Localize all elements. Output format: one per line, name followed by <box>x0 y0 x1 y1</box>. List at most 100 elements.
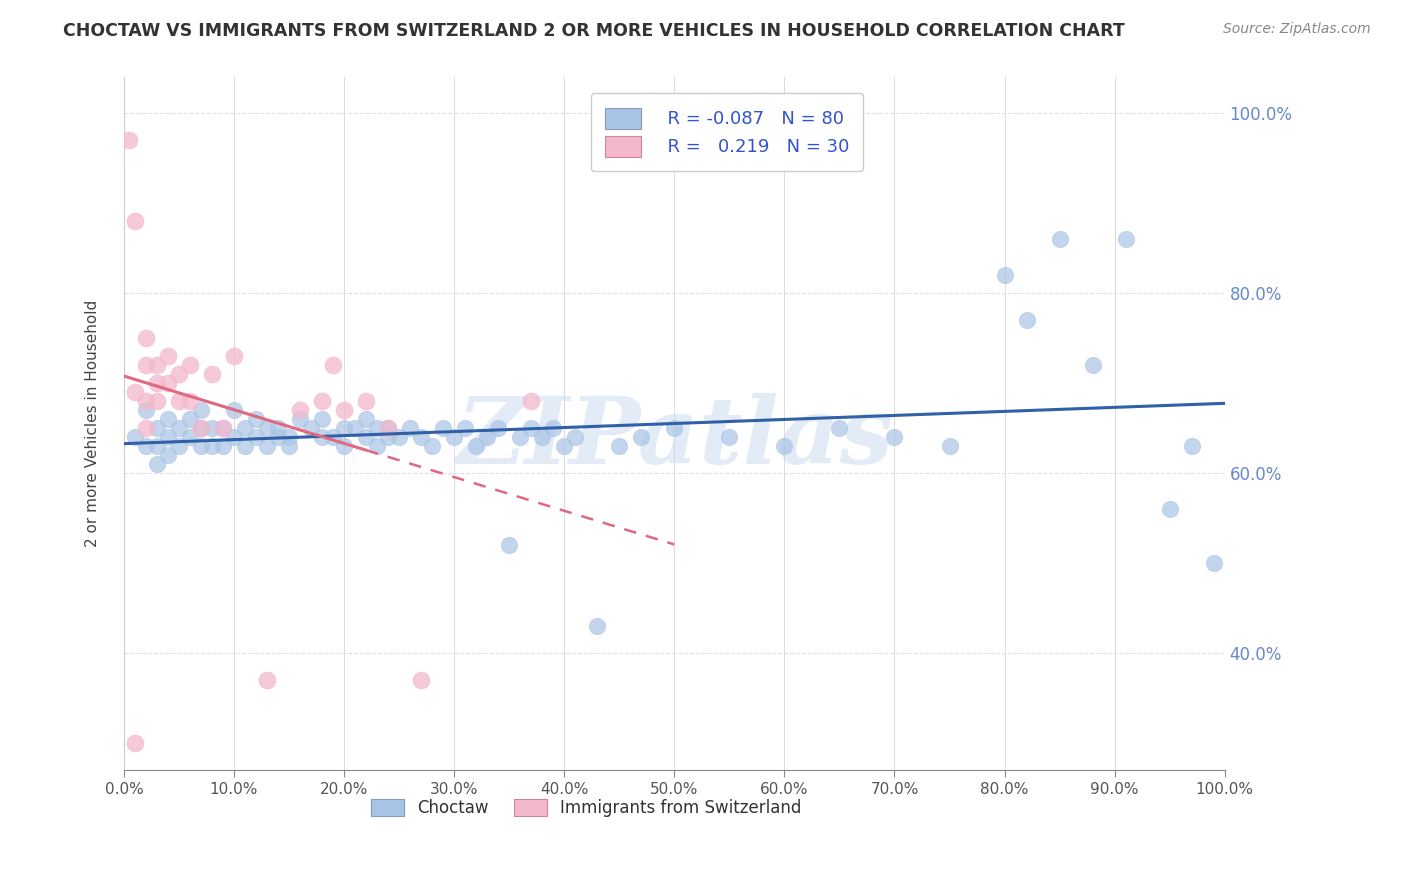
Point <box>190 421 212 435</box>
Point <box>607 439 630 453</box>
Point <box>167 439 190 453</box>
Point <box>443 430 465 444</box>
Point <box>377 421 399 435</box>
Point <box>179 430 201 444</box>
Point <box>222 430 245 444</box>
Point <box>553 439 575 453</box>
Point <box>311 394 333 409</box>
Point <box>167 368 190 382</box>
Point <box>156 430 179 444</box>
Point <box>411 430 433 444</box>
Point <box>135 394 157 409</box>
Point <box>146 376 169 391</box>
Point <box>1049 232 1071 246</box>
Point <box>222 349 245 363</box>
Point <box>135 358 157 372</box>
Point <box>630 430 652 444</box>
Point <box>201 368 224 382</box>
Point <box>124 214 146 228</box>
Text: Source: ZipAtlas.com: Source: ZipAtlas.com <box>1223 22 1371 37</box>
Point <box>167 421 190 435</box>
Point <box>333 439 356 453</box>
Point <box>1115 232 1137 246</box>
Text: ZIPatlas: ZIPatlas <box>456 392 893 483</box>
Point <box>475 430 498 444</box>
Point <box>135 421 157 435</box>
Point <box>156 349 179 363</box>
Point <box>333 403 356 417</box>
Point <box>156 448 179 462</box>
Point <box>486 421 509 435</box>
Point <box>377 430 399 444</box>
Point <box>135 331 157 345</box>
Point <box>1159 502 1181 516</box>
Point <box>222 403 245 417</box>
Point <box>179 412 201 426</box>
Point <box>828 421 851 435</box>
Point <box>322 430 344 444</box>
Point <box>883 430 905 444</box>
Point <box>498 538 520 552</box>
Point <box>773 439 796 453</box>
Point <box>167 394 190 409</box>
Point <box>354 394 377 409</box>
Point <box>233 439 256 453</box>
Point <box>135 439 157 453</box>
Point <box>541 421 564 435</box>
Point <box>520 394 543 409</box>
Point <box>124 385 146 400</box>
Text: CHOCTAW VS IMMIGRANTS FROM SWITZERLAND 2 OR MORE VEHICLES IN HOUSEHOLD CORRELATI: CHOCTAW VS IMMIGRANTS FROM SWITZERLAND 2… <box>63 22 1125 40</box>
Point <box>245 412 267 426</box>
Point <box>377 421 399 435</box>
Legend: Choctaw, Immigrants from Switzerland: Choctaw, Immigrants from Switzerland <box>364 792 808 824</box>
Point <box>509 430 531 444</box>
Point <box>366 421 388 435</box>
Point <box>146 421 169 435</box>
Point <box>190 439 212 453</box>
Point <box>278 439 301 453</box>
Point <box>146 457 169 471</box>
Point <box>411 673 433 687</box>
Point <box>993 268 1015 283</box>
Point <box>245 430 267 444</box>
Point <box>288 412 311 426</box>
Point <box>311 412 333 426</box>
Point <box>299 421 322 435</box>
Point <box>432 421 454 435</box>
Point <box>1015 313 1038 327</box>
Point <box>190 421 212 435</box>
Point <box>256 439 278 453</box>
Point <box>201 421 224 435</box>
Point <box>256 673 278 687</box>
Point <box>366 439 388 453</box>
Point <box>212 421 235 435</box>
Point <box>146 358 169 372</box>
Point <box>520 421 543 435</box>
Point <box>179 358 201 372</box>
Point <box>311 430 333 444</box>
Point <box>288 403 311 417</box>
Point <box>124 736 146 750</box>
Point <box>179 394 201 409</box>
Point <box>938 439 960 453</box>
Point <box>454 421 477 435</box>
Point <box>531 430 554 444</box>
Point <box>354 430 377 444</box>
Point <box>156 376 179 391</box>
Point <box>1202 556 1225 570</box>
Point <box>333 421 356 435</box>
Point <box>399 421 422 435</box>
Point <box>201 439 224 453</box>
Point <box>267 421 290 435</box>
Point <box>212 439 235 453</box>
Point <box>212 421 235 435</box>
Point <box>233 421 256 435</box>
Point <box>190 403 212 417</box>
Point <box>420 439 443 453</box>
Point <box>1081 358 1104 372</box>
Point <box>718 430 741 444</box>
Point <box>322 358 344 372</box>
Point <box>135 403 157 417</box>
Y-axis label: 2 or more Vehicles in Household: 2 or more Vehicles in Household <box>86 300 100 548</box>
Point <box>1181 439 1204 453</box>
